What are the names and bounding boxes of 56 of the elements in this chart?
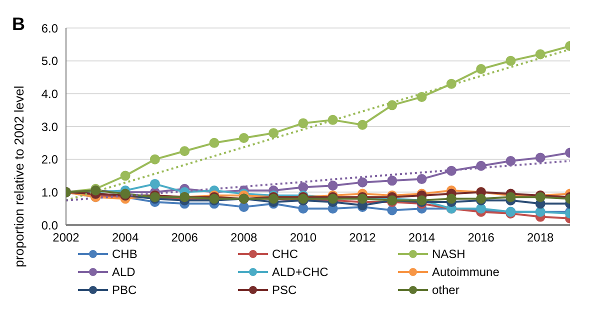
point	[298, 182, 308, 192]
point	[328, 114, 338, 125]
x-tick-label: 2014	[408, 230, 436, 245]
x-tick-label: 2004	[112, 230, 139, 245]
y-tick-label: 0.0	[41, 218, 58, 232]
x-tick-label: 2012	[349, 230, 376, 245]
point	[387, 205, 398, 216]
y-tick-label: 1.0	[41, 185, 58, 200]
legend-label: Autoimmune	[432, 265, 500, 279]
point	[416, 174, 427, 184]
x-tick-label: 2002	[52, 230, 80, 245]
point	[476, 160, 486, 171]
y-tick-label: 5.0	[41, 54, 58, 68]
chart-title: B	[12, 14, 25, 35]
x-tick-label: 2018	[527, 230, 554, 245]
point	[150, 178, 160, 189]
point	[328, 180, 338, 191]
point	[535, 49, 546, 60]
point	[209, 138, 220, 148]
point	[180, 146, 190, 156]
legend-label: other	[432, 283, 460, 297]
y-tick-label: 4.0	[41, 86, 58, 101]
legend-label: PBC	[112, 283, 137, 297]
y-tick-label: 3.0	[41, 120, 58, 134]
y-tick-label: 2.0	[41, 152, 58, 167]
legend-label: ALD+CHC	[272, 265, 328, 279]
point	[238, 202, 249, 212]
point	[357, 177, 368, 188]
point	[535, 152, 546, 163]
point	[446, 78, 456, 89]
legend-label: CHB	[112, 247, 138, 261]
point	[506, 56, 516, 66]
point	[387, 100, 398, 110]
legend-label: PSC	[272, 283, 297, 297]
legend-label: CHC	[272, 247, 298, 261]
point	[506, 156, 516, 166]
point	[268, 128, 279, 138]
point	[238, 132, 249, 143]
legend-label: ALD	[112, 265, 136, 279]
y-tick-label: 6.0	[41, 21, 58, 36]
point	[446, 166, 456, 176]
x-tick-label: 2008	[230, 230, 258, 245]
x-tick-label: 2016	[468, 230, 495, 245]
y-axis-title: proportion relative to 2002 level	[12, 86, 27, 268]
point	[476, 64, 486, 74]
x-tick-label: 2006	[171, 230, 198, 245]
x-tick-label: 2010	[290, 230, 317, 245]
legend-label: NASH	[432, 247, 466, 261]
point	[357, 120, 368, 130]
point	[446, 194, 456, 204]
point	[120, 170, 130, 181]
point	[298, 118, 308, 128]
point	[150, 154, 160, 164]
point	[298, 204, 308, 214]
point	[387, 176, 398, 186]
point	[416, 92, 427, 102]
